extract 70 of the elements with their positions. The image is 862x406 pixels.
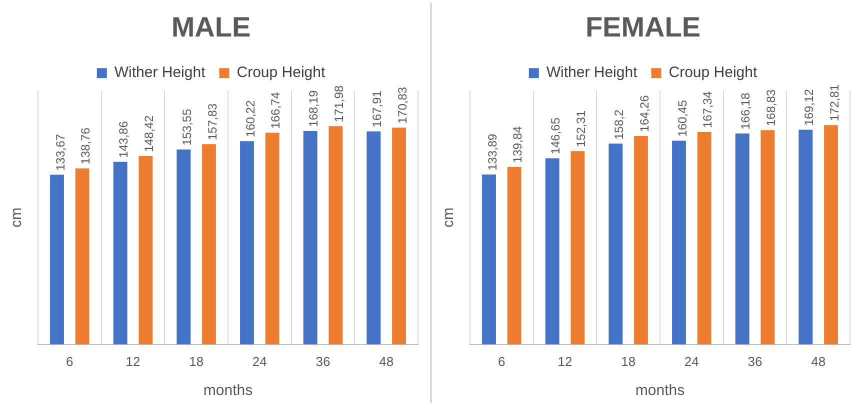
data-label: 158,2 [612, 109, 626, 140]
data-label: 148,42 [142, 115, 156, 152]
data-label: 152,31 [574, 110, 588, 148]
x-axis-title: months [635, 382, 685, 400]
x-tick-label: 48 [379, 354, 394, 369]
x-tick-label: 6 [66, 354, 74, 369]
x-axis-title: months [203, 382, 253, 400]
legend-label: Wither Height [114, 64, 206, 82]
bar [482, 174, 496, 344]
data-label: 171,98 [332, 85, 346, 122]
data-label: 153,55 [180, 108, 194, 146]
data-label: 167,34 [700, 91, 715, 128]
data-label: 168,19 [306, 90, 321, 127]
x-tick-label: 36 [316, 354, 330, 369]
data-label: 146,65 [548, 117, 563, 154]
bar [240, 141, 254, 344]
x-tick-label: 36 [748, 354, 762, 369]
chart-title: MALE [171, 12, 251, 43]
bar [328, 126, 343, 344]
x-tick-label: 48 [811, 354, 826, 369]
data-label: 160,22 [243, 100, 258, 138]
data-label: 139,84 [510, 126, 525, 163]
x-tick-label: 18 [621, 354, 636, 369]
bar [824, 125, 838, 344]
data-label: 172,81 [827, 84, 842, 122]
legend-label: Croup Height [236, 64, 326, 82]
y-axis-title: cm [8, 208, 26, 228]
x-tick-label: 24 [252, 354, 267, 369]
bar [202, 144, 216, 344]
bar [303, 130, 318, 344]
bar [392, 128, 406, 344]
bar [634, 136, 648, 344]
data-label: 166,74 [268, 92, 283, 129]
bar [608, 144, 623, 344]
x-tick-label: 12 [558, 354, 572, 369]
data-label: 166,18 [738, 92, 753, 130]
data-label: 133,67 [53, 134, 68, 171]
legend-label: Croup Height [668, 64, 758, 82]
x-tick-label: 24 [684, 354, 699, 369]
x-tick-label: 18 [189, 354, 204, 369]
bar [75, 168, 90, 344]
data-label: 138,76 [78, 127, 93, 164]
data-label: 167,91 [370, 90, 384, 128]
x-tick-label: 6 [498, 354, 506, 369]
bar [366, 131, 381, 344]
chart-title: FEMALE [585, 12, 701, 43]
data-label: 160,45 [675, 100, 690, 137]
bar [798, 130, 813, 344]
data-label: 164,26 [637, 94, 652, 132]
y-axis-title: cm [440, 208, 458, 228]
bar [760, 130, 775, 344]
data-label: 143,86 [116, 120, 131, 158]
legend-label: Wither Height [546, 64, 638, 82]
bar [138, 156, 153, 344]
data-label: 169,12 [802, 88, 816, 126]
data-label: 157,83 [205, 103, 220, 140]
bar [697, 132, 712, 344]
bar [113, 162, 128, 344]
data-label: 168,83 [764, 89, 778, 126]
bar [176, 150, 191, 344]
bar [50, 174, 64, 344]
x-tick-label: 12 [126, 354, 140, 369]
data-label: 133,89 [485, 133, 500, 170]
bar [672, 140, 686, 344]
bar [735, 134, 750, 344]
bar [570, 151, 585, 344]
bar [507, 166, 522, 344]
bar [545, 158, 560, 344]
data-label: 170,83 [395, 86, 410, 124]
bar [265, 132, 280, 344]
